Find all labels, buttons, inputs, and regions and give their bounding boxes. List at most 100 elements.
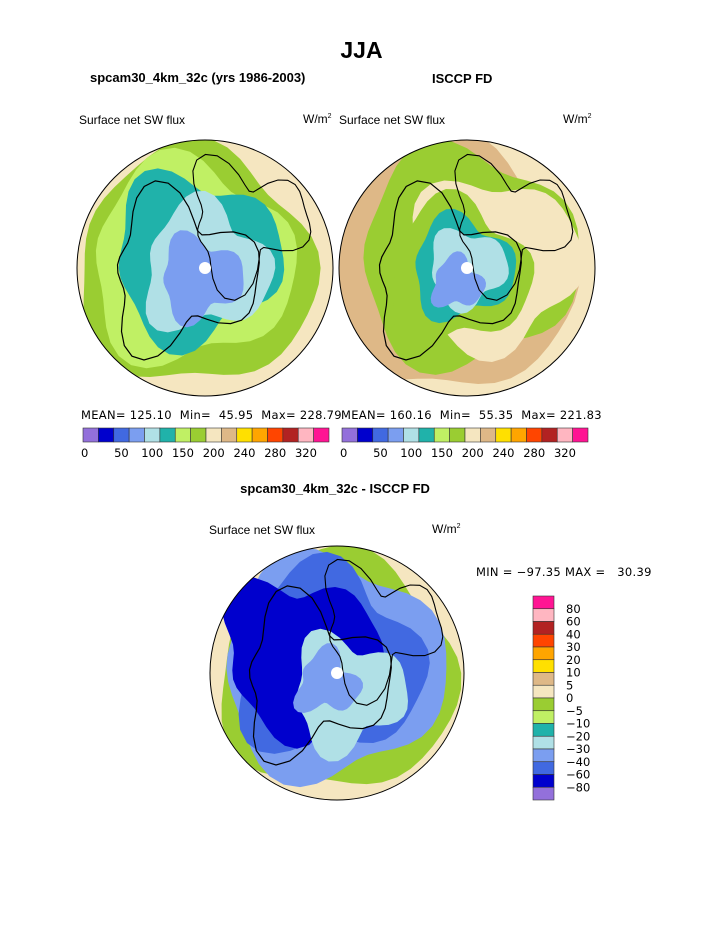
panel1-contour-region [163, 230, 244, 328]
panel3-colorbar-tick: −80 [566, 780, 590, 794]
units-sup: 2 [327, 113, 332, 120]
units-sup: 2 [456, 523, 461, 530]
panel2-colorbar-box [464, 427, 481, 443]
panel2-colorbar-box [556, 427, 573, 443]
panel1-colorbar-box [128, 427, 145, 443]
panel1-colorbar-box [313, 427, 330, 443]
panel3-colorbar-box [532, 697, 555, 712]
panel2-coastline [454, 153, 574, 301]
panel1-stats: MEAN= 125.10 Min= 45.95 Max= 228.79 [81, 408, 342, 422]
panel3-colorbar-box [532, 710, 555, 724]
panel3-colorbar-tick: 40 [566, 627, 581, 641]
panel3-colorbar-tick: 5 [566, 678, 573, 692]
panel3-colorbar-box [532, 659, 555, 673]
panel2-colorbar-box [495, 427, 512, 443]
panel2-colorbar-box [387, 427, 404, 443]
max-label: Max= [521, 408, 556, 422]
panel1-colorbar-box [113, 427, 130, 443]
panel2-map-border [338, 139, 596, 397]
panel3-colorbar-tick: −40 [566, 755, 590, 769]
panel3-colorbar-tick: −5 [566, 704, 583, 718]
panel3-field [210, 546, 464, 800]
panel1-colorbar-box [236, 427, 253, 443]
panel1-colorbar-box [205, 427, 222, 443]
max-value: 221.83 [559, 408, 602, 422]
panel1-colorbar-box [282, 427, 299, 443]
panel2-colorbar-tick: 50 [373, 446, 388, 460]
panel1-map [76, 139, 334, 397]
panel2-colorbar-tick: 320 [554, 446, 576, 460]
panel3-colorbar-tick: −10 [566, 717, 590, 731]
panel3-colorbar-tick: 80 [566, 602, 581, 616]
panel1-colorbar-box [82, 427, 99, 443]
panel1-colorbar-box [190, 427, 207, 443]
panel2-colorbar-box [572, 427, 589, 443]
panel1-colorbar-tick: 150 [172, 446, 194, 460]
units-sup: 2 [587, 113, 592, 120]
panel1-colorbar-tick: 0 [81, 446, 88, 460]
panel1-colorbar-tick: 200 [203, 446, 225, 460]
panel2-field [339, 140, 595, 396]
min-label: Min= [179, 408, 211, 422]
panel3-colorbar-box [532, 786, 555, 801]
panel2-colorbar-box [341, 427, 358, 443]
panel3-map [209, 545, 465, 801]
panel3-colorbar-tick: 10 [566, 666, 581, 680]
panel1-map-border [76, 139, 334, 397]
panel3-colorbar-box [532, 633, 555, 648]
panel3-pole-mask [331, 667, 343, 679]
panel2-pole-mask [461, 262, 473, 274]
figure-title: JJA [340, 37, 383, 63]
panel2-colorbar-box [480, 427, 497, 443]
panel2-colorbar-box [403, 427, 420, 443]
panel2-units: W/m2 [563, 112, 592, 126]
panel3-colorbar-tick: 20 [566, 653, 581, 667]
panel3-colorbar-tick: 0 [566, 691, 573, 705]
panel2-colorbar-tick: 100 [400, 446, 422, 460]
panel3-colorbar-box [532, 621, 555, 635]
panel2-colorbar-box [418, 427, 435, 443]
panel1-colorbar-tick: 280 [264, 446, 286, 460]
panel3-title: spcam30_4km_32c - ISCCP FD [240, 481, 430, 496]
max-value: 228.79 [299, 408, 342, 422]
panel3-colorbar-box [532, 684, 555, 699]
min-label: Min= [439, 408, 471, 422]
panel1-variable-label: Surface net SW flux [79, 113, 186, 127]
panel1-title: spcam30_4km_32c (yrs 1986-2003) [90, 70, 306, 85]
panel3-colorbar-box [532, 608, 555, 622]
panel1-units: W/m2 [303, 112, 332, 126]
panel2-colorbar-tick: 0 [340, 446, 347, 460]
min-value: 45.95 [218, 408, 254, 422]
panel2-map [338, 139, 596, 397]
panel1-colorbar-box [144, 427, 161, 443]
panel2-colorbar-box [449, 427, 466, 443]
panel2-coastline [378, 180, 522, 361]
mean-label: MEAN= [81, 408, 126, 422]
panel2-colorbar-box [433, 427, 450, 443]
panel3-coastline [248, 585, 392, 766]
panel2-colorbar-tick: 150 [431, 446, 453, 460]
panel3-colorbar-box [532, 723, 555, 737]
mean-value: 160.16 [389, 408, 432, 422]
panel1-pole-mask [199, 262, 211, 274]
panel3-colorbar-tick: −60 [566, 768, 590, 782]
panel2-variable-label: Surface net SW flux [339, 113, 446, 127]
panel2-colorbar-box [372, 427, 389, 443]
panel2-title: ISCCP FD [432, 71, 493, 86]
panel2-colorbar-tick: 280 [523, 446, 545, 460]
panel1-colorbar-box [174, 427, 191, 443]
panel3-contour-region [293, 643, 363, 713]
panel1-colorbar-tick: 100 [141, 446, 163, 460]
panel1-colorbar-box [98, 427, 115, 443]
panel3-colorbar-box [532, 748, 555, 763]
panel1-coastline [192, 153, 312, 301]
panel3-colorbar-box [532, 774, 555, 788]
panel1-colorbar-tick: 240 [233, 446, 255, 460]
mean-value: 125.10 [129, 408, 172, 422]
panel2-colorbar-box [510, 427, 527, 443]
panel1-colorbar-box [221, 427, 238, 443]
panel3-colorbar-box [532, 761, 555, 775]
panel3-map-border [209, 545, 465, 801]
